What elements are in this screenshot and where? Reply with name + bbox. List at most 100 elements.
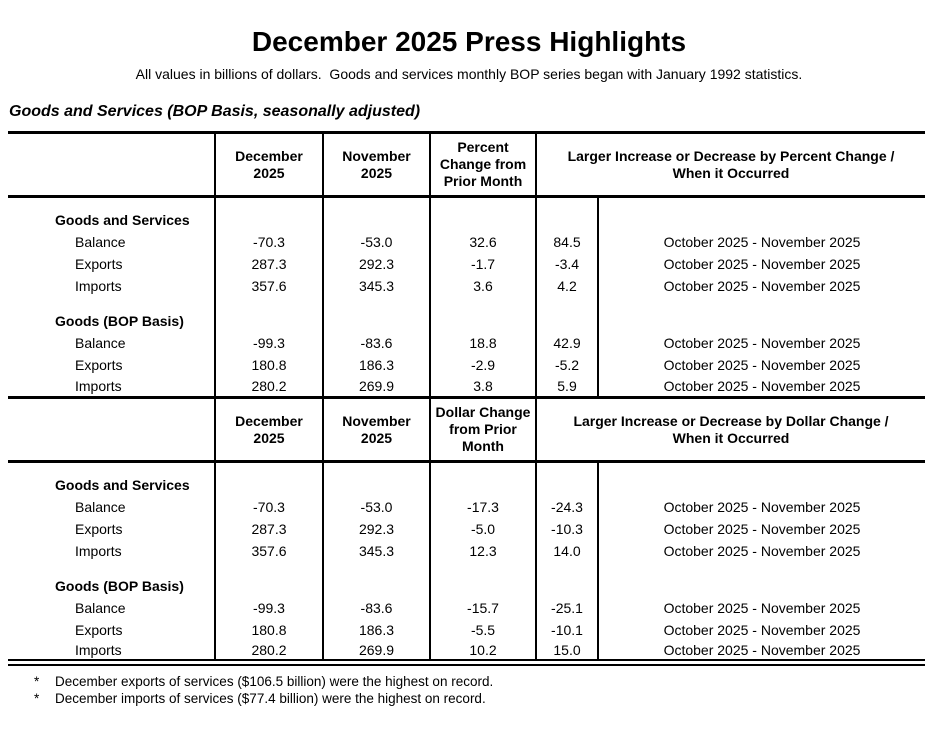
press-highlights-page: December 2025 Press Highlights All value… [8,26,926,706]
empty-cell [598,310,925,332]
empty-cell [430,473,537,496]
november-value: -53.0 [323,495,431,518]
when-occurred: October 2025 - November 2025 [663,542,861,559]
empty-cell [430,196,537,209]
empty-cell [598,209,925,231]
larger-change-value: 84.5 [536,230,599,253]
row-label: Exports [8,517,216,540]
footnote-text: December imports of services ($77.4 bill… [55,691,486,706]
row-label: Exports [8,618,216,641]
november-value: 292.3 [323,517,431,540]
stub-header-cell [8,131,216,198]
table-row: Imports 357.6 345.3 12.3 14.0 October 20… [8,539,925,562]
empty-cell [323,561,431,575]
table1-header-november: November 2025 [323,131,431,198]
december-value: 287.3 [215,252,324,275]
empty-cell [323,296,431,310]
larger-change-value: 15.0 [536,640,599,666]
when-occurred: October 2025 - November 2025 [663,599,861,616]
november-value: 186.3 [323,353,431,376]
empty-cell [215,296,324,310]
empty-cell [215,196,324,209]
december-value: 357.6 [215,274,324,297]
larger-change-value: -25.1 [536,596,599,619]
stub-header-cell [8,396,216,463]
larger-change-value: 42.9 [536,331,599,354]
empty-cell [598,197,925,209]
when-occurred: October 2025 - November 2025 [663,277,861,294]
empty-cell [430,561,537,575]
empty-cell [215,473,324,496]
november-value: 292.3 [323,252,431,275]
empty-cell [430,461,537,474]
when-occurred: October 2025 - November 2025 [663,334,861,351]
empty-cell [536,196,599,209]
group-label-row: Goods (BOP Basis) [8,309,925,332]
empty-cell [323,473,431,496]
table-row: Exports 287.3 292.3 -5.0 -10.3 October 2… [8,517,925,540]
table-row: Balance -99.3 -83.6 18.8 42.9 October 20… [8,331,925,354]
change-value: -17.3 [430,495,537,518]
empty-cell [430,309,537,332]
empty-cell [598,575,925,597]
december-value: 280.2 [215,640,324,666]
table-row: Exports 180.8 186.3 -2.9 -5.2 October 20… [8,353,925,376]
empty-cell [8,196,216,209]
empty-cell [536,574,599,597]
spacer-row [8,296,925,310]
empty-cell [536,309,599,332]
group-label: Goods (BOP Basis) [8,309,216,332]
row-label: Imports [8,375,216,398]
larger-change-value: -10.3 [536,517,599,540]
highlights-table: December 2025 November 2025 Percent Chan… [8,131,926,666]
larger-change-value: 5.9 [536,375,599,398]
empty-cell [323,309,431,332]
november-value: -53.0 [323,230,431,253]
table2-header-december: December 2025 [215,396,324,463]
empty-cell [323,461,431,474]
row-label: Imports [8,274,216,297]
empty-cell [598,562,925,575]
table1-header-larger-change: Larger Increase or Decrease by Percent C… [536,131,926,198]
december-value: -70.3 [215,230,324,253]
larger-change-value: 14.0 [536,539,599,562]
empty-cell [8,461,216,474]
larger-change-value: -5.2 [536,353,599,376]
asterisk-marker: * [34,691,40,706]
empty-cell [598,462,925,474]
when-occurred: October 2025 - November 2025 [663,377,861,394]
change-value: -2.9 [430,353,537,376]
change-value: -15.7 [430,596,537,619]
november-value: 345.3 [323,274,431,297]
empty-cell [598,474,925,496]
larger-change-value: -24.3 [536,495,599,518]
empty-cell [536,208,599,231]
larger-change-value: -3.4 [536,252,599,275]
december-value: -99.3 [215,596,324,619]
table1-header-percent-change: Percent Change from Prior Month [430,131,537,198]
table-row: Imports 357.6 345.3 3.6 4.2 October 2025… [8,274,925,297]
november-value: -83.6 [323,596,431,619]
when-occurred: October 2025 - November 2025 [663,520,861,537]
table2-header-row: December 2025 November 2025 Dollar Chang… [8,396,926,463]
table-row: Exports 287.3 292.3 -1.7 -3.4 October 20… [8,252,925,275]
table2-header-larger-change: Larger Increase or Decrease by Dollar Ch… [536,396,926,463]
empty-cell [536,561,599,575]
group-label-row: Goods and Services [8,208,925,231]
november-value: -83.6 [323,331,431,354]
table-row: Balance -70.3 -53.0 -17.3 -24.3 October … [8,495,925,518]
table-row: Balance -70.3 -53.0 32.6 84.5 October 20… [8,230,925,253]
row-label: Balance [8,596,216,619]
asterisk-marker: * [34,674,40,689]
empty-cell [8,296,216,310]
spacer-row [8,561,925,575]
empty-cell [323,208,431,231]
table2-header-november: November 2025 [323,396,431,463]
table-row: Balance -99.3 -83.6 -15.7 -25.1 October … [8,596,925,619]
group-label-row: Goods and Services [8,473,925,496]
empty-cell [323,196,431,209]
december-value: -99.3 [215,331,324,354]
change-value: 32.6 [430,230,537,253]
table1-header-december: December 2025 [215,131,324,198]
november-value: 269.9 [323,375,431,398]
